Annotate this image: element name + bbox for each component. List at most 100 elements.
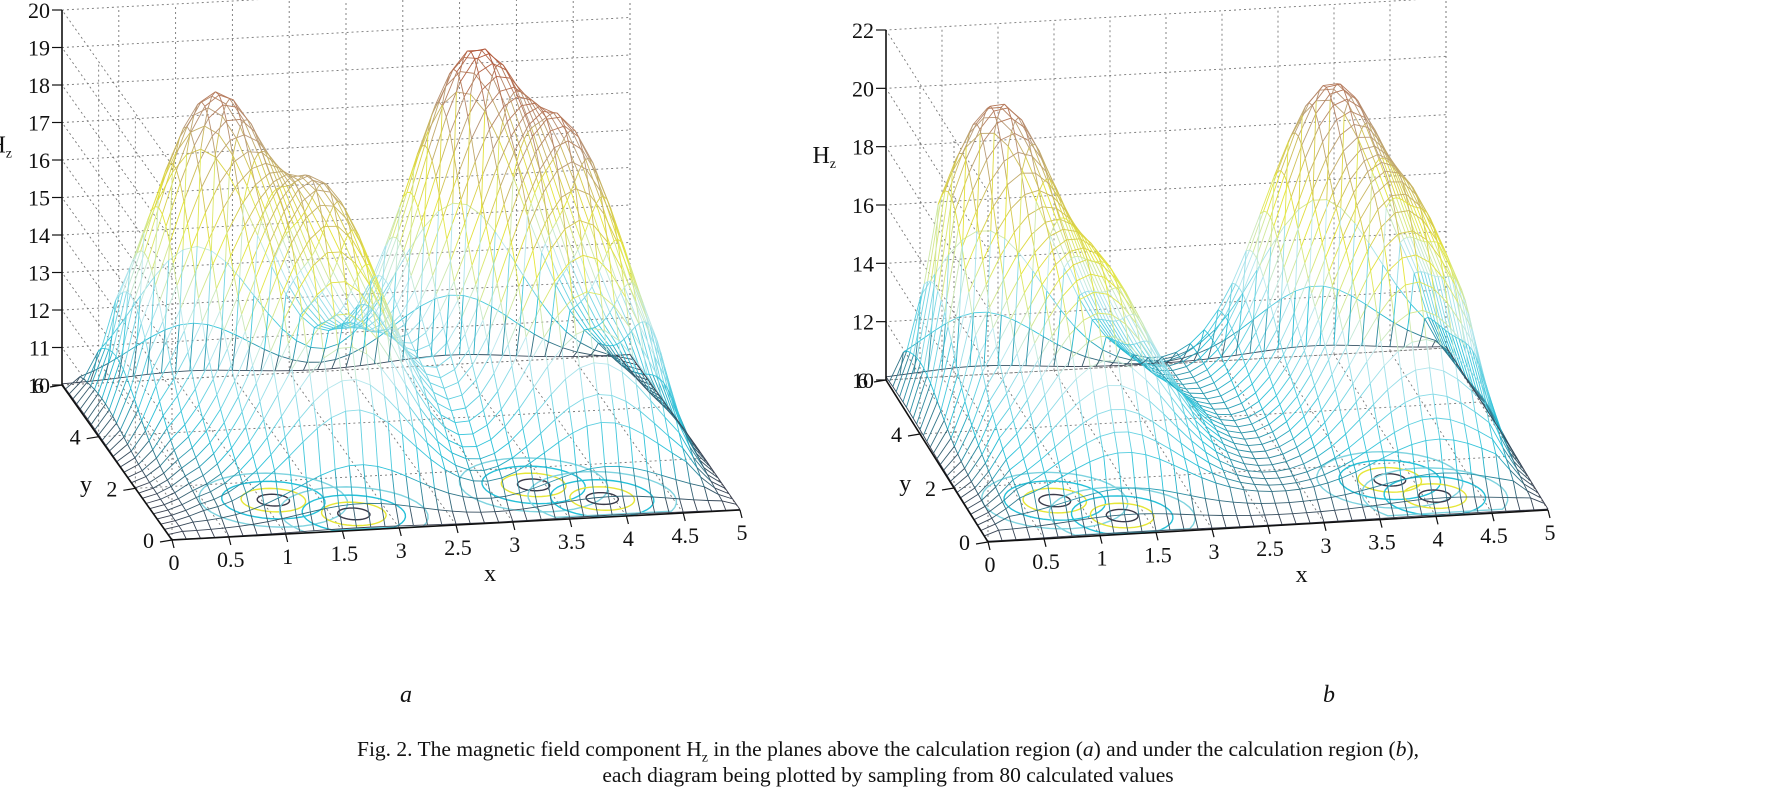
mesh-segment [1241,257,1257,294]
mesh-segment [1195,420,1210,435]
mesh-segment [358,267,363,275]
mesh-segment [416,446,432,460]
mesh-segment [1342,205,1358,237]
mesh-segment [1000,103,1005,108]
mesh-segment [975,181,991,213]
mesh-segment [592,225,598,260]
mesh-segment [1322,85,1327,88]
mesh-segment [614,306,630,327]
mesh-segment [1051,414,1066,431]
mesh-segment [436,402,452,412]
mesh-segment [226,120,231,141]
mesh-segment [1457,472,1472,475]
mesh-segment [1164,366,1169,371]
mesh-segment [496,242,512,284]
mesh-segment [944,254,950,324]
mesh-segment [1030,300,1046,327]
mesh-segment [1380,432,1395,443]
mesh-segment [1039,336,1044,367]
mesh-segment [419,482,425,509]
mesh-segment [1434,321,1450,357]
mesh-segment [1336,207,1342,290]
mesh-segment [570,181,576,192]
mesh-segment [348,465,354,505]
mesh-segment [555,517,570,520]
mesh-segment [1253,484,1259,492]
mesh-segment [1375,163,1391,203]
mesh-segment [297,189,303,202]
mesh-segment [1328,359,1333,375]
mesh-segment [313,402,318,429]
mesh-segment [395,192,412,238]
mesh-segment [988,378,1004,402]
mesh-segment [1208,462,1213,474]
mesh-segment [1049,179,1054,184]
mesh-segment [1060,267,1065,311]
mesh-segment [191,342,207,372]
mesh-segment [916,281,932,359]
mesh-segment [613,299,618,307]
mesh-segment [1076,280,1081,300]
x-tick-label: 3 [509,532,520,557]
mesh-segment [520,91,525,95]
mesh-segment [677,422,683,429]
mesh-segment [560,116,576,131]
mesh-segment [1340,207,1356,224]
mesh-segment [1272,461,1287,466]
mesh-segment [1166,513,1171,531]
mesh-segment [1024,127,1030,141]
mesh-segment [1074,326,1090,341]
mesh-segment [562,273,578,306]
mesh-segment [1212,424,1217,431]
mesh-segment [1297,292,1313,327]
mesh-segment [1343,89,1359,102]
mesh-segment [546,116,561,120]
mesh-segment [235,514,240,527]
mesh-segment [201,321,207,344]
mesh-segment [642,302,647,318]
mesh-segment [1506,458,1521,477]
mesh-segment [601,422,616,424]
mesh-segment [1009,384,1025,408]
mesh-segment [457,265,473,301]
mesh-segment [591,326,596,330]
mesh-segment [981,426,997,455]
mesh-segment [1183,528,1199,530]
mesh-segment [459,476,474,482]
mesh-segment [417,207,423,222]
mesh-segment [1068,519,1083,523]
mesh-segment [489,106,504,130]
mesh-segment [248,311,264,349]
mesh-segment [561,334,577,349]
mesh-segment [1334,389,1340,405]
mesh-segment [640,512,655,515]
mesh-segment [283,189,299,212]
mesh-segment [434,210,439,299]
mesh-segment [391,470,407,477]
mesh-segment [435,260,451,295]
mesh-segment [299,310,305,316]
mesh-segment [1101,261,1106,263]
mesh-segment [1272,386,1277,396]
mesh-segment [603,330,609,365]
mesh-segment [306,482,311,513]
mesh-segment [418,374,434,393]
z-tick-label: 10 [28,373,50,398]
mesh-segment [503,96,519,107]
mesh-segment [615,360,621,365]
mesh-segment [136,250,142,254]
x-tick-mark [569,518,573,528]
mesh-segment [941,323,946,370]
mesh-segment [193,322,208,326]
mesh-segment [1068,422,1084,435]
mesh-segment [1289,500,1304,503]
mesh-segment [591,328,607,346]
mesh-segment [948,171,953,255]
mesh-segment [238,456,254,473]
mesh-segment [461,395,467,409]
mesh-segment [76,403,81,410]
mesh-segment [451,452,456,466]
mesh-segment [221,261,226,329]
mesh-segment [1068,334,1074,357]
mesh-segment [1116,348,1121,357]
